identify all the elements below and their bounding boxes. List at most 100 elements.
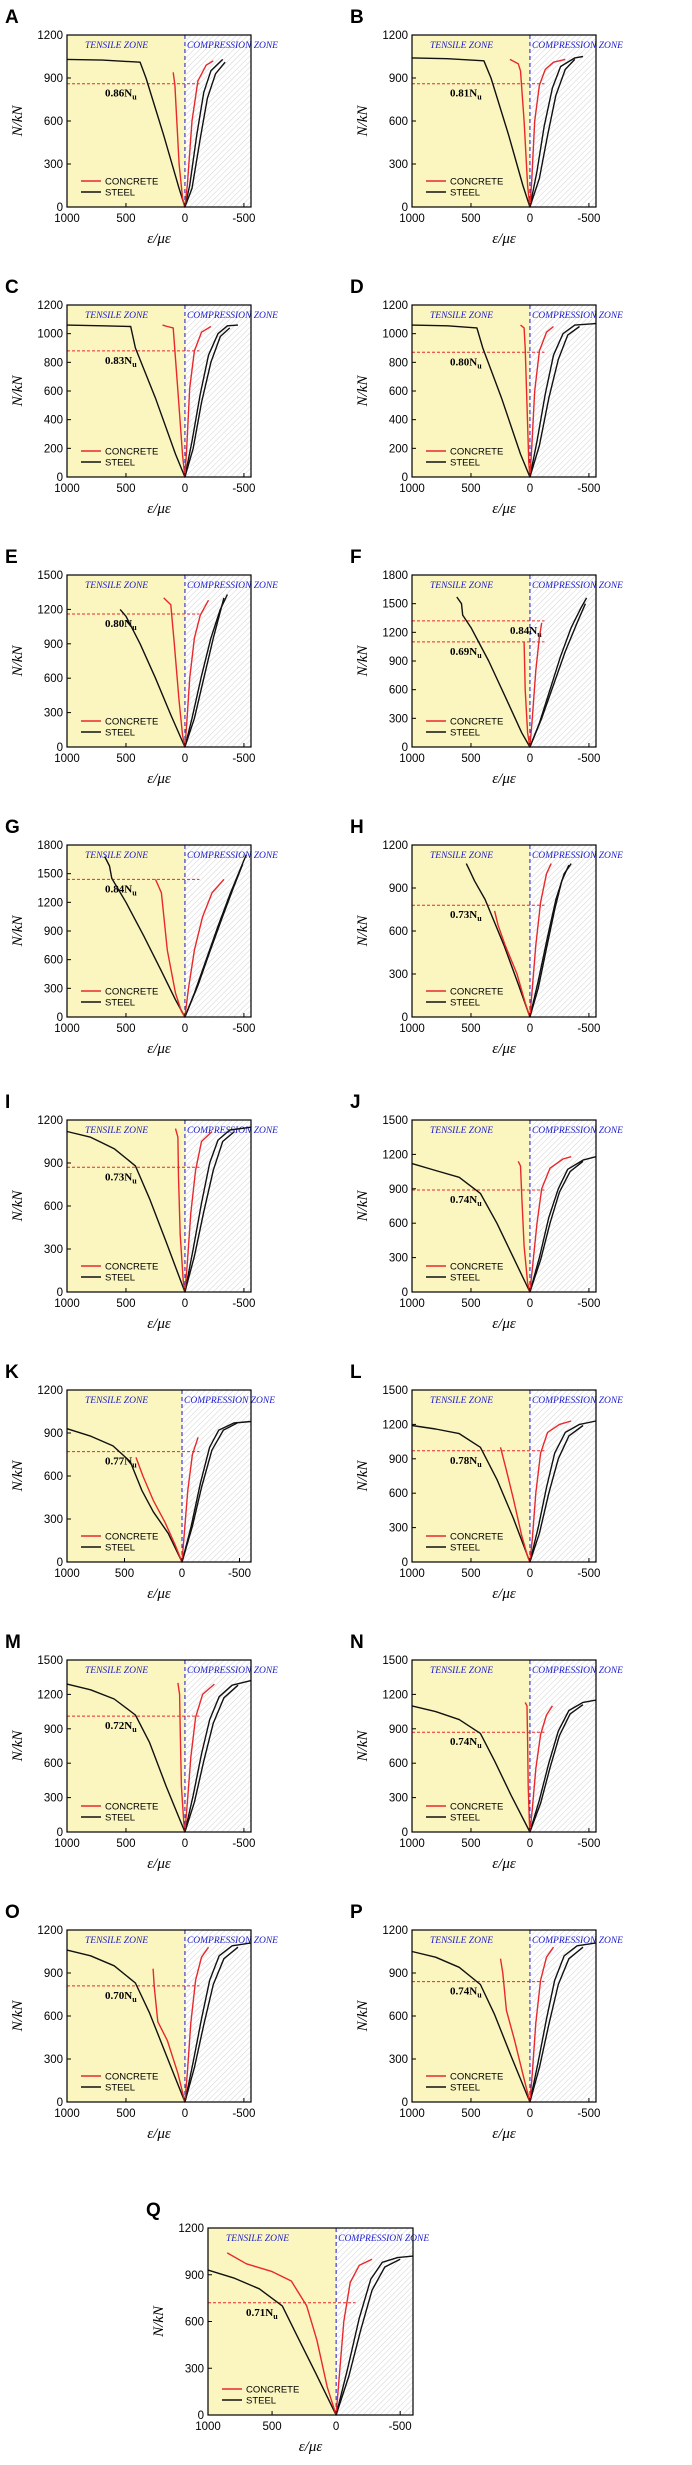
x-tick-label: -500 bbox=[389, 2421, 412, 2433]
tensile-zone-label: TENSILE ZONE bbox=[85, 311, 148, 321]
concrete-curve bbox=[529, 1946, 555, 2103]
x-tick-label: -500 bbox=[232, 1298, 255, 1310]
tensile-zone-bg bbox=[412, 35, 530, 207]
y-tick-label: 1200 bbox=[37, 1925, 63, 1937]
panel-letter: H bbox=[350, 817, 364, 838]
y-tick-label: 1500 bbox=[37, 1655, 63, 1667]
x-tick-label: 0 bbox=[527, 1568, 533, 1580]
y-tick-label: 1200 bbox=[382, 1149, 408, 1161]
panel-b: B TENSILE ZONE COMPRESSION ZONE 0.81Nu 0 300 6… bbox=[350, 7, 623, 247]
ratio-label: 0.74Nu bbox=[450, 1736, 482, 1750]
y-tick-label: 600 bbox=[389, 1218, 408, 1230]
concrete-curve bbox=[499, 1958, 531, 2103]
legend-label: CONCRETE bbox=[105, 717, 158, 728]
concrete-curve bbox=[335, 2258, 373, 2416]
steel-curve bbox=[184, 863, 244, 1018]
y-tick-label: 0 bbox=[402, 1012, 408, 1024]
tensile-zone-label: TENSILE ZONE bbox=[85, 1126, 148, 1136]
legend-label: CONCRETE bbox=[105, 987, 158, 998]
compression-zone-bg bbox=[529, 1930, 596, 2102]
concrete-curve bbox=[163, 597, 186, 748]
y-tick-label: 900 bbox=[44, 639, 63, 651]
panel-h: H TENSILE ZONE COMPRESSION ZONE 0.73Nu 0 300 6… bbox=[350, 817, 623, 1057]
x-tick-label: 0 bbox=[182, 483, 188, 495]
x-axis-title: ε/με bbox=[492, 1316, 516, 1332]
y-tick-label: 600 bbox=[389, 1488, 408, 1500]
panel-letter: F bbox=[350, 547, 362, 568]
tensile-zone-bg bbox=[67, 1390, 182, 1562]
y-tick-label: 900 bbox=[44, 1428, 63, 1440]
x-tick-label: 1000 bbox=[54, 2108, 80, 2120]
steel-curve bbox=[66, 1420, 252, 1563]
y-tick-label: 1200 bbox=[382, 1689, 408, 1701]
y-tick-label: 900 bbox=[389, 883, 408, 895]
y-tick-label: 0 bbox=[57, 472, 63, 484]
compression-zone-label: COMPRESSION ZONE bbox=[187, 851, 278, 861]
concrete-curve bbox=[529, 622, 543, 748]
ratio-label: 0.72Nu bbox=[105, 1720, 137, 1734]
tensile-zone-bg bbox=[412, 575, 530, 747]
concrete-curve bbox=[174, 1128, 186, 1293]
x-tick-label: 1000 bbox=[399, 1568, 425, 1580]
ratio-subscript: u bbox=[132, 888, 137, 897]
x-tick-label: 0 bbox=[182, 1298, 188, 1310]
concrete-curve bbox=[520, 324, 531, 478]
x-tick-label: 500 bbox=[262, 2421, 281, 2433]
y-axis-title: N/kN bbox=[10, 1190, 26, 1223]
y-tick-label: 1200 bbox=[37, 30, 63, 42]
steel-curve bbox=[335, 2258, 401, 2416]
y-tick-label: 900 bbox=[389, 1184, 408, 1196]
panel-letter: J bbox=[350, 1092, 361, 1113]
y-tick-label: 0 bbox=[402, 1827, 408, 1839]
panel-c: C TENSILE ZONE COMPRESSION ZONE 0.83Nu 0 200 4… bbox=[5, 277, 278, 517]
tensile-zone-label: TENSILE ZONE bbox=[85, 851, 148, 861]
panel-letter: A bbox=[5, 7, 19, 28]
steel-curve bbox=[529, 603, 587, 748]
y-tick-label: 600 bbox=[185, 2317, 204, 2329]
y-tick-label: 1200 bbox=[382, 840, 408, 852]
x-axis-title: ε/με bbox=[147, 501, 171, 517]
y-tick-label: 300 bbox=[389, 969, 408, 981]
x-tick-label: 500 bbox=[116, 483, 135, 495]
compression-zone-label: COMPRESSION ZONE bbox=[338, 2234, 429, 2244]
ratio-subscript: u bbox=[477, 1199, 482, 1208]
y-tick-label: 0 bbox=[402, 1557, 408, 1569]
legend-label: CONCRETE bbox=[450, 2072, 503, 2083]
y-tick-label: 1200 bbox=[382, 1419, 408, 1431]
x-tick-label: 500 bbox=[116, 213, 135, 225]
ratio-subscript: u bbox=[132, 1725, 137, 1734]
y-axis-title: N/kN bbox=[10, 645, 26, 678]
tensile-zone-label: TENSILE ZONE bbox=[430, 581, 493, 591]
y-tick-label: 300 bbox=[44, 1244, 63, 1256]
ratio-subscript: u bbox=[132, 1176, 137, 1185]
concrete-curve bbox=[523, 641, 531, 748]
legend-label: STEEL bbox=[105, 458, 135, 469]
y-tick-label: 900 bbox=[44, 1158, 63, 1170]
x-tick-label: -500 bbox=[577, 483, 600, 495]
y-tick-label: 900 bbox=[389, 73, 408, 85]
concrete-curve bbox=[529, 1156, 572, 1293]
tensile-zone-label: TENSILE ZONE bbox=[430, 311, 493, 321]
panel-letter: L bbox=[350, 1362, 362, 1383]
ratio-subscript: u bbox=[477, 1991, 482, 2000]
y-tick-label: 600 bbox=[44, 955, 63, 967]
ratio-subscript: u bbox=[477, 93, 482, 102]
compression-zone-bg bbox=[529, 1390, 596, 1562]
compression-zone-label: COMPRESSION ZONE bbox=[187, 1936, 278, 1946]
y-tick-label: 0 bbox=[402, 202, 408, 214]
legend-label: STEEL bbox=[105, 188, 135, 199]
y-tick-label: 900 bbox=[389, 1968, 408, 1980]
y-tick-label: 600 bbox=[389, 926, 408, 938]
y-tick-label: 1200 bbox=[37, 604, 63, 616]
x-tick-label: 0 bbox=[182, 213, 188, 225]
x-tick-label: 0 bbox=[527, 1023, 533, 1035]
y-tick-label: 1200 bbox=[37, 1689, 63, 1701]
x-tick-label: -500 bbox=[577, 2108, 600, 2120]
compression-zone-label: COMPRESSION ZONE bbox=[187, 1126, 278, 1136]
y-tick-label: 0 bbox=[402, 2097, 408, 2109]
x-axis-title: ε/με bbox=[492, 1856, 516, 1872]
plot-frame bbox=[66, 574, 252, 748]
x-tick-label: 500 bbox=[461, 213, 480, 225]
steel-curve bbox=[529, 1160, 584, 1293]
compression-zone-label: COMPRESSION ZONE bbox=[532, 1936, 623, 1946]
